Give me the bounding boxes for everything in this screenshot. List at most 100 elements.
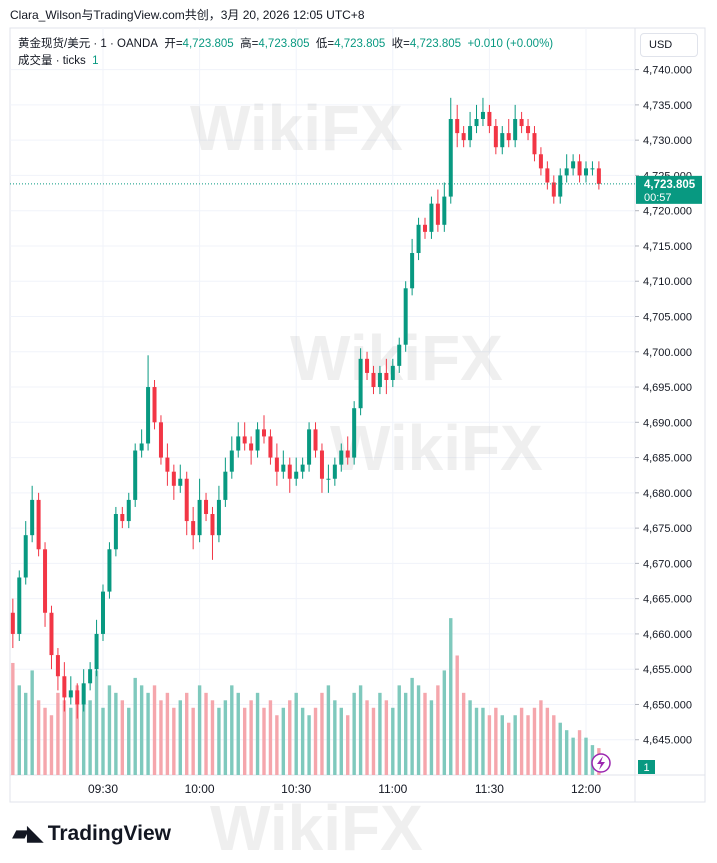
- candle-body: [81, 683, 86, 705]
- volume-bar: [416, 685, 421, 775]
- volume-bar: [217, 707, 221, 775]
- low-label: 低=: [315, 38, 335, 50]
- volume-bar: [352, 692, 356, 775]
- volume-bar: [436, 685, 440, 775]
- candle-body: [571, 161, 576, 169]
- y-tick-label: 4,650.000: [643, 699, 692, 711]
- candle-body: [358, 358, 363, 409]
- candle-body: [429, 203, 434, 232]
- volume-bar: [223, 700, 228, 775]
- close-value: 4,723.805: [409, 38, 462, 50]
- candle-body: [10, 612, 15, 634]
- volume-bar: [236, 692, 240, 775]
- volume-bar: [255, 692, 260, 775]
- watermark: WikiFX: [210, 792, 423, 863]
- volume-bar: [17, 685, 21, 775]
- volume-bar: [101, 707, 105, 775]
- candle-body: [101, 591, 105, 634]
- y-tick-label: 4,670.000: [643, 558, 692, 570]
- volume-bar: [300, 707, 305, 775]
- volume-bar: [519, 707, 524, 775]
- candle-body: [577, 161, 582, 176]
- legend-ohlc: 黄金现货/美元 · 1 · OANDA 开=4,723.805 高=4,723.…: [18, 35, 553, 51]
- volume-bar: [532, 707, 537, 775]
- x-tick-label: 11:00: [378, 782, 407, 796]
- volume-bar: [191, 707, 195, 775]
- change-value: +0.010 (+0.00%): [467, 38, 554, 50]
- candle-body: [390, 365, 395, 380]
- candle-body: [204, 499, 209, 515]
- volume-bar: [468, 700, 472, 775]
- y-tick-label: 4,665.000: [643, 594, 692, 606]
- volume-label: 成交量 · ticks: [18, 55, 86, 67]
- y-tick-label: 4,685.000: [643, 453, 692, 465]
- volume-bar: [313, 707, 318, 775]
- volume-bar: [120, 700, 125, 775]
- volume-bar: [378, 692, 382, 775]
- candle-body: [120, 514, 125, 522]
- volume-bar: [526, 715, 530, 775]
- candle-body: [300, 464, 305, 472]
- candle-body: [410, 253, 415, 289]
- candle-body: [545, 168, 550, 183]
- candle-body: [584, 168, 588, 176]
- candle-body: [62, 676, 67, 698]
- candle-body: [448, 118, 453, 197]
- header-text: Clara_Wilson与TradingView.com共创，3月 20, 20…: [10, 8, 365, 22]
- volume-bar: [474, 707, 479, 775]
- candle-body: [345, 450, 350, 458]
- volume-bar: [11, 662, 15, 775]
- volume-bar: [481, 707, 485, 775]
- candle-body: [107, 549, 112, 592]
- y-tick-label: 4,695.000: [643, 382, 692, 394]
- volume-bar: [365, 700, 369, 775]
- candle-body: [526, 126, 531, 134]
- candle-body: [326, 478, 331, 480]
- candle-body: [249, 443, 254, 451]
- candle-body: [435, 203, 440, 225]
- logo-text: TradingView: [47, 822, 172, 845]
- candle-body: [242, 436, 247, 444]
- candle-body: [294, 471, 299, 479]
- watermark: WikiFX: [190, 92, 403, 164]
- volume-bar: [410, 677, 414, 775]
- volume-bar: [139, 685, 144, 775]
- volume-bar: [423, 692, 427, 775]
- currency-button[interactable]: USD: [640, 33, 698, 57]
- volume-bar: [384, 700, 389, 775]
- volume-bar: [262, 707, 266, 775]
- candle-body: [474, 118, 479, 127]
- volume-bar: [346, 715, 350, 775]
- candle-body: [210, 514, 215, 536]
- tradingview-logo: ▰◣ TradingView: [12, 820, 171, 846]
- volume-value: 1: [92, 55, 99, 67]
- volume-bar: [56, 692, 60, 775]
- volume-badge: [638, 760, 655, 774]
- candle-body: [197, 499, 202, 536]
- volume-bar: [88, 700, 92, 775]
- candle-body: [403, 288, 408, 345]
- candle-body: [23, 535, 28, 578]
- candle-body: [468, 126, 473, 141]
- candle-body: [158, 422, 163, 458]
- volume-bar: [449, 618, 453, 775]
- logo-icon: ▰◣: [12, 820, 44, 845]
- volume-bar: [552, 715, 556, 775]
- volume-bar: [403, 692, 408, 775]
- close-label: 收=: [391, 38, 410, 50]
- candle-body: [564, 168, 569, 176]
- candle-body: [319, 450, 324, 479]
- candle-body: [365, 358, 370, 373]
- volume-bar: [172, 707, 176, 775]
- volume-bar: [185, 692, 189, 775]
- volume-bar: [333, 700, 337, 775]
- candle-body: [377, 372, 382, 388]
- volume-bar: [275, 715, 279, 775]
- high-label: 高=: [240, 38, 259, 50]
- alert-bolt: [597, 756, 605, 770]
- y-tick-label: 4,675.000: [643, 523, 692, 535]
- volume-bar: [513, 715, 517, 775]
- volume-bar: [49, 715, 54, 775]
- candle-body: [216, 499, 221, 536]
